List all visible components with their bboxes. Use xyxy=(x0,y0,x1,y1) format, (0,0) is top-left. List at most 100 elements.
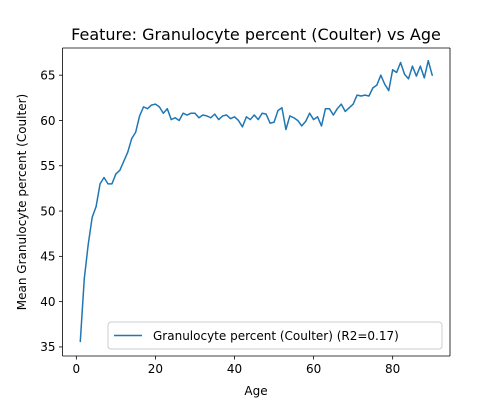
data-point xyxy=(91,216,93,218)
data-point xyxy=(407,78,410,80)
x-tick-label: 20 xyxy=(148,362,163,376)
data-point xyxy=(154,103,157,105)
data-point xyxy=(419,65,421,67)
y-tick-label: 50 xyxy=(40,204,55,218)
data-point xyxy=(289,115,291,117)
data-point xyxy=(166,108,168,110)
data-point xyxy=(312,118,315,121)
data-point xyxy=(107,183,109,185)
data-point xyxy=(87,243,89,246)
data-point xyxy=(285,128,287,131)
data-point xyxy=(119,169,121,171)
data-point xyxy=(356,94,358,96)
series-line xyxy=(79,59,433,343)
data-point xyxy=(178,119,180,122)
data-point xyxy=(384,83,386,85)
x-axis-label: Age xyxy=(244,384,267,398)
data-point xyxy=(372,87,374,89)
data-point xyxy=(83,278,85,280)
data-point xyxy=(202,114,204,116)
data-point xyxy=(376,84,378,86)
data-point xyxy=(194,112,196,114)
data-point xyxy=(214,113,216,115)
x-tick-label: 60 xyxy=(306,362,321,376)
data-point xyxy=(364,94,366,96)
data-point xyxy=(225,114,228,116)
data-point xyxy=(403,73,406,75)
y-tick-label: 45 xyxy=(40,250,55,264)
data-point xyxy=(297,119,299,122)
data-point xyxy=(222,115,224,117)
data-point xyxy=(95,205,97,208)
data-point xyxy=(146,108,149,110)
data-point xyxy=(190,112,192,114)
data-point xyxy=(332,114,334,116)
data-point xyxy=(79,340,81,343)
y-tick-label: 40 xyxy=(40,295,55,309)
x-axis-ticks: 0 20 40 60 80 xyxy=(73,356,400,376)
x-tick-label: 80 xyxy=(385,362,400,376)
data-point xyxy=(249,118,251,121)
y-axis-label: Mean Granulocyte percent (Coulter) xyxy=(15,94,29,310)
data-point xyxy=(99,183,101,185)
data-point xyxy=(399,61,402,64)
data-point xyxy=(218,118,220,121)
data-point xyxy=(131,137,133,140)
data-point xyxy=(431,74,433,76)
data-point xyxy=(423,77,425,79)
y-axis-ticks: 35 40 45 50 55 60 65 xyxy=(40,68,63,354)
data-point xyxy=(427,60,429,62)
data-point xyxy=(229,118,232,120)
legend-box xyxy=(107,321,443,350)
data-point xyxy=(415,75,417,77)
data-point xyxy=(293,117,295,119)
plot-background xyxy=(62,48,450,356)
data-point xyxy=(135,131,137,133)
plot-frame xyxy=(62,47,451,357)
data-point xyxy=(170,118,172,121)
data-point xyxy=(348,107,350,109)
data-point xyxy=(103,176,105,179)
data-point xyxy=(245,116,247,118)
y-tick-label: 65 xyxy=(40,68,55,82)
data-point xyxy=(111,183,113,185)
data-point xyxy=(186,114,188,116)
data-point xyxy=(316,116,319,118)
data-point xyxy=(380,74,382,76)
y-tick-label: 60 xyxy=(40,114,55,128)
data-point xyxy=(142,106,145,108)
data-point xyxy=(273,121,275,123)
data-point xyxy=(127,151,129,153)
data-point xyxy=(150,104,153,106)
data-point xyxy=(233,116,236,118)
data-point xyxy=(396,71,398,74)
data-point xyxy=(158,106,160,108)
data-point xyxy=(123,160,125,162)
data-point xyxy=(352,103,354,105)
data-point xyxy=(241,126,244,128)
data-point xyxy=(269,122,271,124)
data-point xyxy=(210,117,212,119)
series-layer xyxy=(79,59,433,343)
data-point xyxy=(182,112,184,114)
x-tick-label: 40 xyxy=(227,362,242,376)
data-point xyxy=(115,173,117,175)
data-point xyxy=(174,117,176,119)
data-point xyxy=(206,115,208,117)
data-point xyxy=(309,112,311,114)
data-point xyxy=(198,117,200,119)
legend-label: Granulocyte percent (Coulter) (R2=0.17) xyxy=(153,329,399,343)
data-point xyxy=(253,114,255,116)
data-point xyxy=(336,108,338,110)
chart-title: Feature: Granulocyte percent (Coulter) v… xyxy=(71,25,441,44)
data-point xyxy=(265,113,267,115)
data-point xyxy=(388,89,390,92)
data-point xyxy=(305,120,307,122)
data-point xyxy=(411,65,414,67)
data-point xyxy=(162,112,164,114)
data-point xyxy=(261,112,263,114)
data-point xyxy=(344,110,346,113)
y-tick-label: 35 xyxy=(40,340,55,354)
data-point xyxy=(257,118,259,121)
